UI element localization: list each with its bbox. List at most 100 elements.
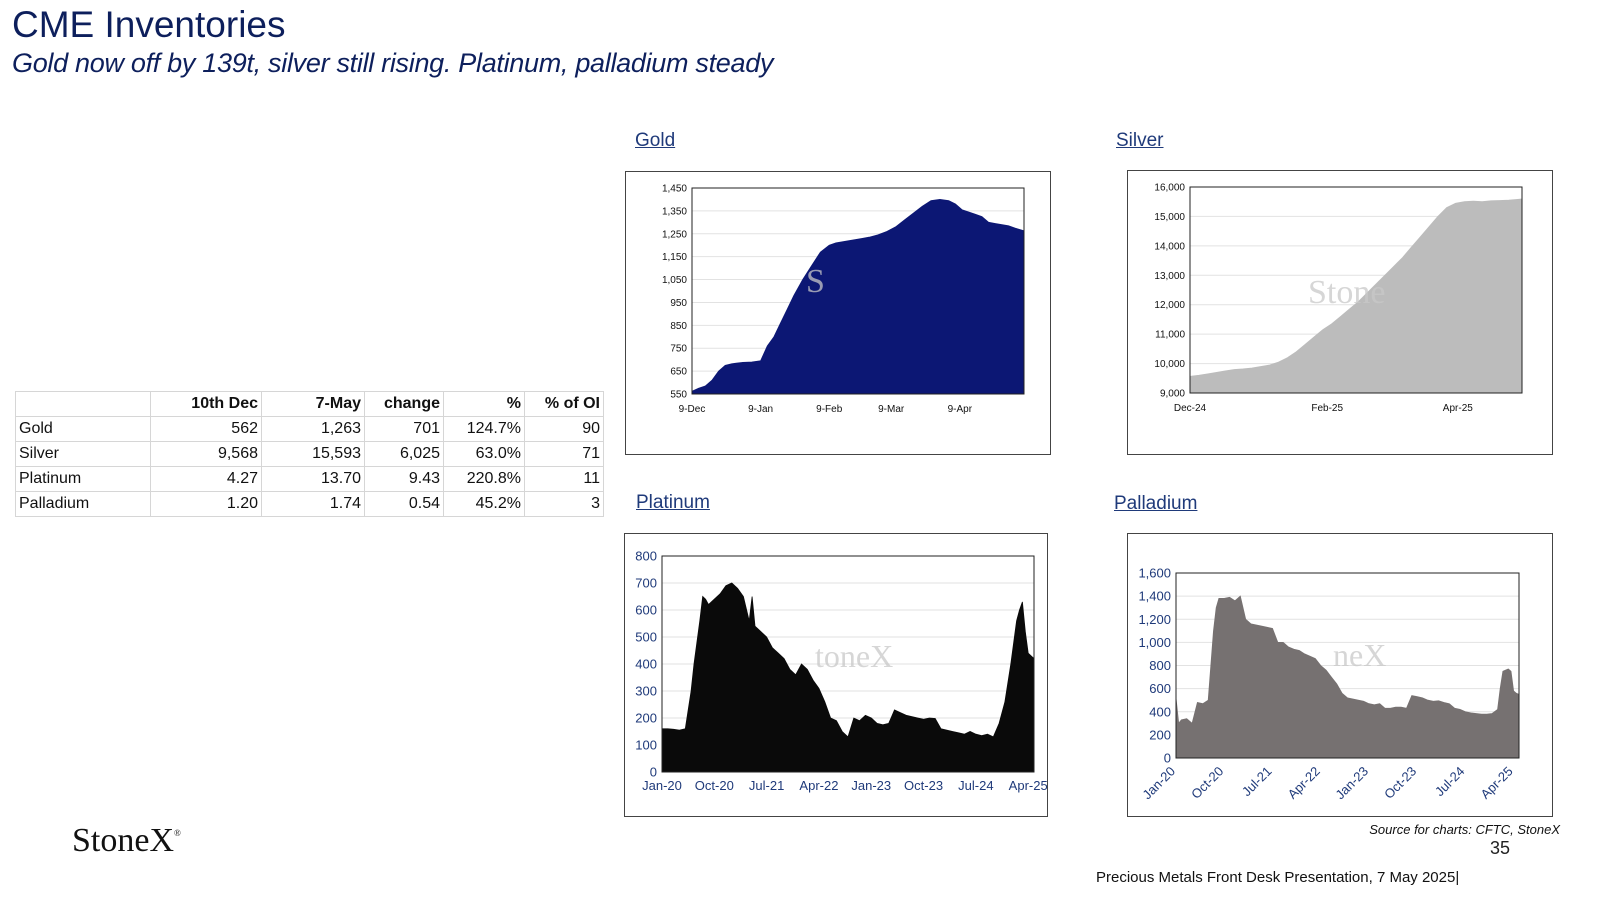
platinum-x-tick-label: Jul-24: [958, 778, 993, 793]
table-cell: 45.2%: [443, 491, 525, 517]
table-row: Platinum 4.27 13.70 9.43 220.8% 11: [15, 466, 604, 492]
palladium-x-tick-label: Apr-22: [1285, 764, 1323, 802]
palladium-x-tick-label: Oct-23: [1381, 764, 1419, 802]
table-cell: 15,593: [261, 441, 365, 467]
table-cell: 562: [150, 416, 262, 442]
source-note: Source for charts: CFTC, StoneX: [1369, 822, 1560, 837]
gold-plot-frame: [691, 187, 1025, 395]
silver-y-tick-label: 15,000: [1154, 212, 1185, 223]
table-cell: 6,025: [364, 441, 444, 467]
table-cell: 11: [524, 466, 604, 492]
table-header-blank: [15, 391, 151, 417]
silver-watermark: Stone: [1308, 274, 1385, 311]
palladium-x-tick-label: Oct-20: [1188, 764, 1226, 802]
platinum-x-tick-label: Jan-23: [851, 778, 891, 793]
table-cell: 124.7%: [443, 416, 525, 442]
gold-x-tick-label: 9-Mar: [878, 404, 905, 415]
silver-y-tick-label: 14,000: [1154, 241, 1185, 252]
palladium-y-tick-label: 400: [1149, 704, 1171, 719]
gold-y-tick-label: 1,350: [662, 206, 687, 217]
platinum-x-tick-label: Jul-21: [749, 778, 784, 793]
palladium-y-tick-label: 1,200: [1138, 612, 1171, 627]
platinum-y-tick-label: 600: [635, 603, 657, 618]
silver-x-tick-label: Feb-25: [1311, 403, 1343, 414]
table-header-change: change: [364, 391, 444, 417]
page-subtitle: Gold now off by 139t, silver still risin…: [12, 48, 774, 78]
gold-chart: S 1,450 1,350 1,250 1,150 1,050 950 850 750 650 55…: [625, 171, 1051, 455]
silver-area-series: [1189, 198, 1523, 394]
palladium-y-tick-label: 1,600: [1138, 566, 1171, 581]
silver-chart-svg: Stone 16,000 15,000 14,000 13,000 12,000 11,00…: [1154, 183, 1523, 414]
table-header-7-may: 7-May: [261, 391, 365, 417]
gold-area-series: [691, 198, 1025, 395]
gold-y-tick-label: 1,450: [662, 184, 687, 195]
table-cell: 0.54: [364, 491, 444, 517]
table-cell: 3: [524, 491, 604, 517]
gold-y-tick-label: 650: [670, 367, 687, 378]
palladium-chart-svg: neX1,6001,4001,2001,0008006004002000Jan-…: [1138, 566, 1520, 803]
table-cell: 4.27: [150, 466, 262, 492]
table-cell: 9.43: [364, 466, 444, 492]
table-row: Silver 9,568 15,593 6,025 63.0% 71: [15, 441, 604, 467]
table-cell: Palladium: [15, 491, 151, 517]
page-number: 35: [1490, 838, 1511, 858]
palladium-x-tick-label: Jul-24: [1432, 764, 1468, 800]
palladium-watermark: neX: [1333, 637, 1386, 673]
table-cell: 1,263: [261, 416, 365, 442]
gold-x-tick-label: 9-Dec: [679, 404, 706, 415]
platinum-chart: toneX 800 700 600 500 400 300 200 100 0 Jan-20 Oct-…: [624, 533, 1048, 817]
table-cell: Gold: [15, 416, 151, 442]
palladium-x-tick-label: Jan-23: [1332, 764, 1371, 803]
palladium-plot-frame: [1175, 572, 1520, 759]
palladium-y-tick-label: 600: [1149, 681, 1171, 696]
platinum-y-tick-label: 700: [635, 576, 657, 591]
silver-y-tick-label: 13,000: [1154, 271, 1185, 282]
presentation-footer: Precious Metals Front Desk Presentation,…: [1096, 869, 1460, 886]
palladium-y-tick-label: 1,400: [1138, 589, 1171, 604]
palladium-chart: neX 1,600 1,400 1,200 1,000 800 600 400 200 0 Jan-…: [1127, 533, 1553, 817]
page-title: CME Inventories: [12, 4, 286, 45]
table-cell: 90: [524, 416, 604, 442]
palladium-y-tick-label: 1,000: [1138, 635, 1171, 650]
gold-y-tick-label: 550: [670, 390, 687, 401]
table-cell: 220.8%: [443, 466, 525, 492]
silver-plot-frame: [1189, 186, 1523, 394]
platinum-y-tick-label: 200: [635, 711, 657, 726]
table-cell: 701: [364, 416, 444, 442]
table-row: Palladium 1.20 1.74 0.54 45.2% 3: [15, 491, 604, 517]
table-cell: 71: [524, 441, 604, 467]
platinum-y-tick-label: 800: [635, 549, 657, 564]
logo-text: StoneX: [72, 822, 174, 859]
silver-y-tick-label: 9,000: [1160, 389, 1185, 400]
silver-chart-label: Silver: [1116, 130, 1164, 151]
table-row: Gold 562 1,263 701 124.7% 90: [15, 416, 604, 442]
stonex-logo: StoneX®: [72, 822, 181, 860]
palladium-x-tick-label: Jul-21: [1239, 764, 1275, 800]
platinum-area-series: [661, 582, 1035, 773]
inventory-table: 10th Dec 7-May change % % of OI Gold 562…: [15, 391, 604, 517]
platinum-y-tick-label: 300: [635, 684, 657, 699]
gold-y-tick-label: 750: [670, 344, 687, 355]
silver-x-tick-label: Apr-25: [1443, 403, 1473, 414]
palladium-area-series: [1175, 595, 1520, 759]
platinum-x-tick-label: Apr-22: [799, 778, 838, 793]
platinum-y-tick-label: 100: [635, 738, 657, 753]
logo-mark: ®: [174, 828, 181, 838]
gold-y-tick-label: 1,150: [662, 252, 687, 263]
gold-y-tick-label: 950: [670, 298, 687, 309]
gold-x-tick-label: 9-Feb: [816, 404, 843, 415]
table-header-pct: %: [443, 391, 525, 417]
table-header-10th-dec: 10th Dec: [150, 391, 262, 417]
table-cell: 63.0%: [443, 441, 525, 467]
gold-chart-svg: S 1,450 1,350 1,250 1,150 1,050 950 850 750 650 55…: [662, 184, 1025, 415]
palladium-y-tick-label: 800: [1149, 658, 1171, 673]
gold-x-tick-label: 9-Jan: [748, 404, 773, 415]
gold-chart-label: Gold: [635, 130, 676, 151]
gold-watermark: S: [806, 263, 825, 300]
platinum-x-tick-label: Jan-20: [642, 778, 682, 793]
table-cell: 13.70: [261, 466, 365, 492]
silver-y-tick-label: 16,000: [1154, 183, 1185, 194]
silver-chart: Stone 16,000 15,000 14,000 13,000 12,000 11,00…: [1127, 170, 1553, 455]
gold-y-tick-label: 1,050: [662, 275, 687, 286]
